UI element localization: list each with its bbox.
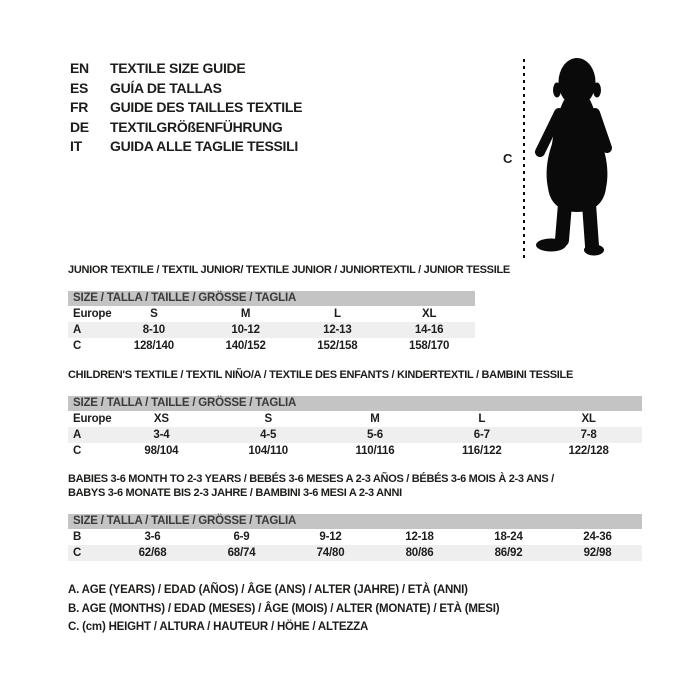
size-cell: 6-9 <box>233 531 250 543</box>
size-cell: 116/122 <box>462 445 502 457</box>
language-row: IT GUIDA ALLE TAGLIE TESSILI <box>70 137 302 157</box>
language-code: FR <box>70 99 89 115</box>
measurement-legend: A. AGE (YEARS) / EDAD (AÑOS) / ÂGE (ANS)… <box>68 581 500 637</box>
table-title-line: BABIES 3-6 MONTH TO 2-3 YEARS / BEBÉS 3-… <box>68 473 554 485</box>
size-cell: 110/116 <box>355 445 395 457</box>
language-row: DE TEXTILGRÖßENFÜHRUNG <box>70 118 302 138</box>
size-cell: 12-18 <box>405 531 434 543</box>
size-cell: XL <box>581 413 596 425</box>
size-cell: 128/140 <box>133 340 174 352</box>
language-code: ES <box>70 79 89 96</box>
size-cell: M <box>370 413 380 425</box>
size-cell: 92/98 <box>583 547 612 559</box>
size-cell: L <box>333 308 341 320</box>
table-rows: B 3-6 6-9 9-12 12-18 18-24 24-36 C 62/68 68/74 74/… <box>68 529 642 561</box>
table-title: CHILDREN'S TEXTILE / TEXTIL NIÑO/A / TEX… <box>68 368 642 382</box>
table-row: Europe XS S M L XL <box>68 411 642 427</box>
language-label: GUÍA DE TALLAS <box>110 79 222 96</box>
size-cell: L <box>478 413 486 425</box>
language-code: DE <box>70 118 89 135</box>
size-cell: XS <box>153 413 169 425</box>
baby-silhouette-icon <box>535 58 612 256</box>
language-code: EN <box>70 60 89 76</box>
language-label: TEXTILE SIZE GUIDE <box>110 60 246 76</box>
size-cell: 3-4 <box>153 429 170 441</box>
size-cell: 5-6 <box>366 429 383 441</box>
size-cell: 8-10 <box>142 324 165 336</box>
size-cell: XL <box>421 308 437 320</box>
size-cell: 158/170 <box>409 340 450 352</box>
size-cell: 98/104 <box>144 445 179 457</box>
size-cell: 4-5 <box>260 429 277 441</box>
language-label: TEXTILGRÖßENFÜHRUNG <box>110 118 283 135</box>
height-measure-label: C <box>503 151 513 166</box>
childrens-textile-table: CHILDREN'S TEXTILE / TEXTIL NIÑO/A / TEX… <box>68 368 642 459</box>
language-title-list: EN TEXTILE SIZE GUIDE ES GUÍA DE TALLAS FR GU… <box>70 59 302 157</box>
size-cell: 7-8 <box>580 429 597 441</box>
babies-textile-table: BABIES 3-6 MONTH TO 2-3 YEARS / BEBÉS 3-… <box>68 472 642 561</box>
size-cell: 86/92 <box>494 547 523 559</box>
size-cell: 3-6 <box>144 531 161 543</box>
size-cell: 24-36 <box>583 531 612 543</box>
table-row: A 8-10 10-12 12-13 14-16 <box>68 322 475 338</box>
size-cell: 6-7 <box>473 429 490 441</box>
language-code: IT <box>70 138 82 154</box>
legend-line: A. AGE (YEARS) / EDAD (AÑOS) / ÂGE (ANS)… <box>68 584 468 596</box>
size-cell: 74/80 <box>316 547 345 559</box>
table-row: C 62/68 68/74 74/80 80/86 86/92 92/98 <box>68 545 642 561</box>
table-row: Europe S M L XL <box>68 306 475 322</box>
row-label: C <box>73 547 82 559</box>
table-title: BABIES 3-6 MONTH TO 2-3 YEARS / BEBÉS 3-… <box>68 472 642 500</box>
table-rows: Europe S M L XL A 8-10 10-12 12-13 14-16 C 128/140 1… <box>68 306 475 354</box>
legend-line: B. AGE (MONTHS) / EDAD (MESES) / ÂGE (MO… <box>68 602 500 615</box>
language-label: GUIDA ALLE TAGLIE TESSILI <box>110 138 298 154</box>
size-cell: M <box>240 308 251 320</box>
row-label: B <box>73 531 82 543</box>
table-title-line: CHILDREN'S TEXTILE / TEXTIL NIÑO/A / TEX… <box>68 369 573 381</box>
language-row: EN TEXTILE SIZE GUIDE <box>70 59 302 79</box>
junior-textile-table: JUNIOR TEXTILE / TEXTIL JUNIOR/ TEXTILE … <box>68 263 510 354</box>
height-measure-dashed-line <box>523 59 525 260</box>
table-size-header: SIZE / TALLA / TAILLE / GRÖSSE / TAGLIA <box>68 396 642 411</box>
table-size-header: SIZE / TALLA / TAILLE / GRÖSSE / TAGLIA <box>68 291 475 306</box>
row-label: Europe <box>73 308 112 320</box>
table-title-line: JUNIOR TEXTILE / TEXTIL JUNIOR/ TEXTILE … <box>68 264 510 276</box>
size-cell: S <box>150 308 158 320</box>
row-label: Europe <box>73 413 112 425</box>
size-cell: 80/86 <box>405 547 434 559</box>
size-cell: 9-12 <box>319 531 342 543</box>
size-cell: 152/158 <box>317 340 358 352</box>
table-row: A 3-4 4-5 5-6 6-7 7-8 <box>68 427 642 443</box>
size-cell: 62/68 <box>138 547 167 559</box>
table-row: B 3-6 6-9 9-12 12-18 18-24 24-36 <box>68 529 642 545</box>
size-cell: S <box>264 413 272 425</box>
table-size-header: SIZE / TALLA / TAILLE / GRÖSSE / TAGLIA <box>68 514 642 529</box>
size-cell: 122/128 <box>568 445 609 457</box>
language-label: GUIDE DES TAILLES TEXTILE <box>110 99 303 115</box>
size-cell: 12-13 <box>323 324 352 336</box>
size-cell: 68/74 <box>227 547 256 559</box>
row-label: C <box>73 340 82 352</box>
row-label: C <box>73 445 82 457</box>
table-row: C 128/140 140/152 152/158 158/170 <box>68 338 475 354</box>
row-label: A <box>73 429 82 441</box>
row-label: A <box>73 324 82 336</box>
size-cell: 140/152 <box>225 340 266 352</box>
size-cell: 14-16 <box>414 324 444 336</box>
table-row: C 98/104 104/110 110/116 116/122 122/128 <box>68 443 642 459</box>
language-row: ES GUÍA DE TALLAS <box>70 79 302 99</box>
size-cell: 104/110 <box>248 445 288 457</box>
legend-line: C. (cm) HEIGHT / ALTURA / HAUTEUR / HÖHE… <box>68 621 369 633</box>
language-row: FR GUIDE DES TAILLES TEXTILE <box>70 98 302 118</box>
table-title: JUNIOR TEXTILE / TEXTIL JUNIOR/ TEXTILE … <box>68 263 510 277</box>
size-cell: 10-12 <box>231 324 260 336</box>
table-rows: Europe XS S M L XL A 3-4 4-5 5-6 6-7 7-8 C 98/104 104/… <box>68 411 642 459</box>
table-title-line: BABYS 3-6 MONATE BIS 2-3 JAHRE / BAMBINI… <box>68 487 402 499</box>
size-cell: 18-24 <box>494 531 523 543</box>
